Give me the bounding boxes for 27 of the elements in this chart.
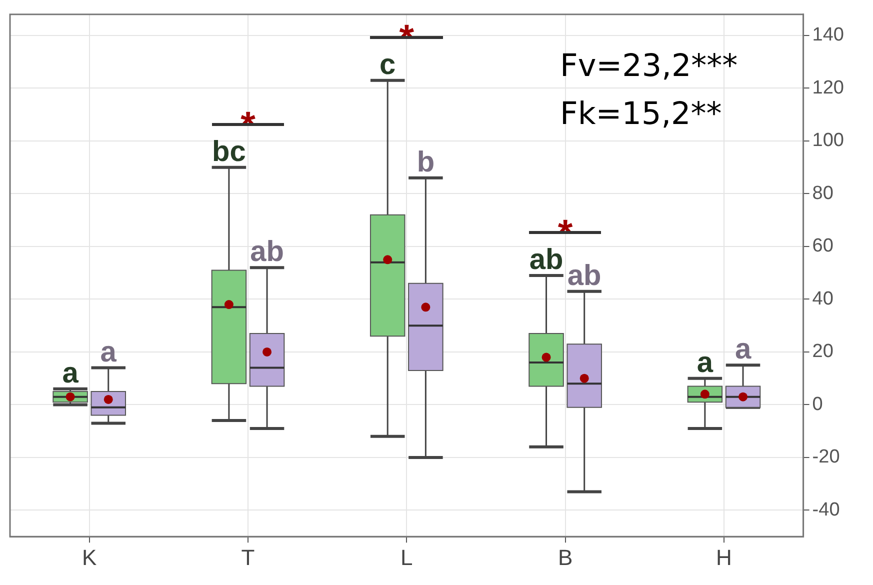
annotation: Fk=15,2** xyxy=(560,95,723,134)
y-tick-label: 140 xyxy=(812,24,844,46)
annotation: bc xyxy=(212,136,246,168)
x-tick-label: L xyxy=(400,544,413,570)
y-tick-label: -40 xyxy=(812,499,840,520)
y-tick-label: 80 xyxy=(812,182,834,204)
y-tick-label: 0 xyxy=(812,394,823,415)
annotation: c xyxy=(380,48,396,81)
x-tick-label: B xyxy=(558,544,573,570)
annotation: ab xyxy=(529,244,564,276)
y-tick-label: 100 xyxy=(812,130,844,152)
annotation: ab xyxy=(567,260,602,292)
y-tick-label: -20 xyxy=(812,446,840,468)
y-tick-label: 20 xyxy=(812,341,834,362)
annotation: a xyxy=(696,346,714,379)
y-tick-label: 60 xyxy=(812,236,834,257)
annotation: ab xyxy=(250,236,284,268)
annotation: b xyxy=(416,146,435,178)
x-tick-label: T xyxy=(241,544,255,570)
x-tick-label: K xyxy=(82,544,97,570)
y-tick-label: 120 xyxy=(812,77,844,98)
x-tick-label: H xyxy=(716,544,732,570)
y-tick-label: 40 xyxy=(812,288,834,310)
annotation: a xyxy=(734,334,752,366)
annotation: a xyxy=(100,336,118,368)
annotation: a xyxy=(62,357,80,390)
annotation: Fv=23,2*** xyxy=(560,47,738,86)
